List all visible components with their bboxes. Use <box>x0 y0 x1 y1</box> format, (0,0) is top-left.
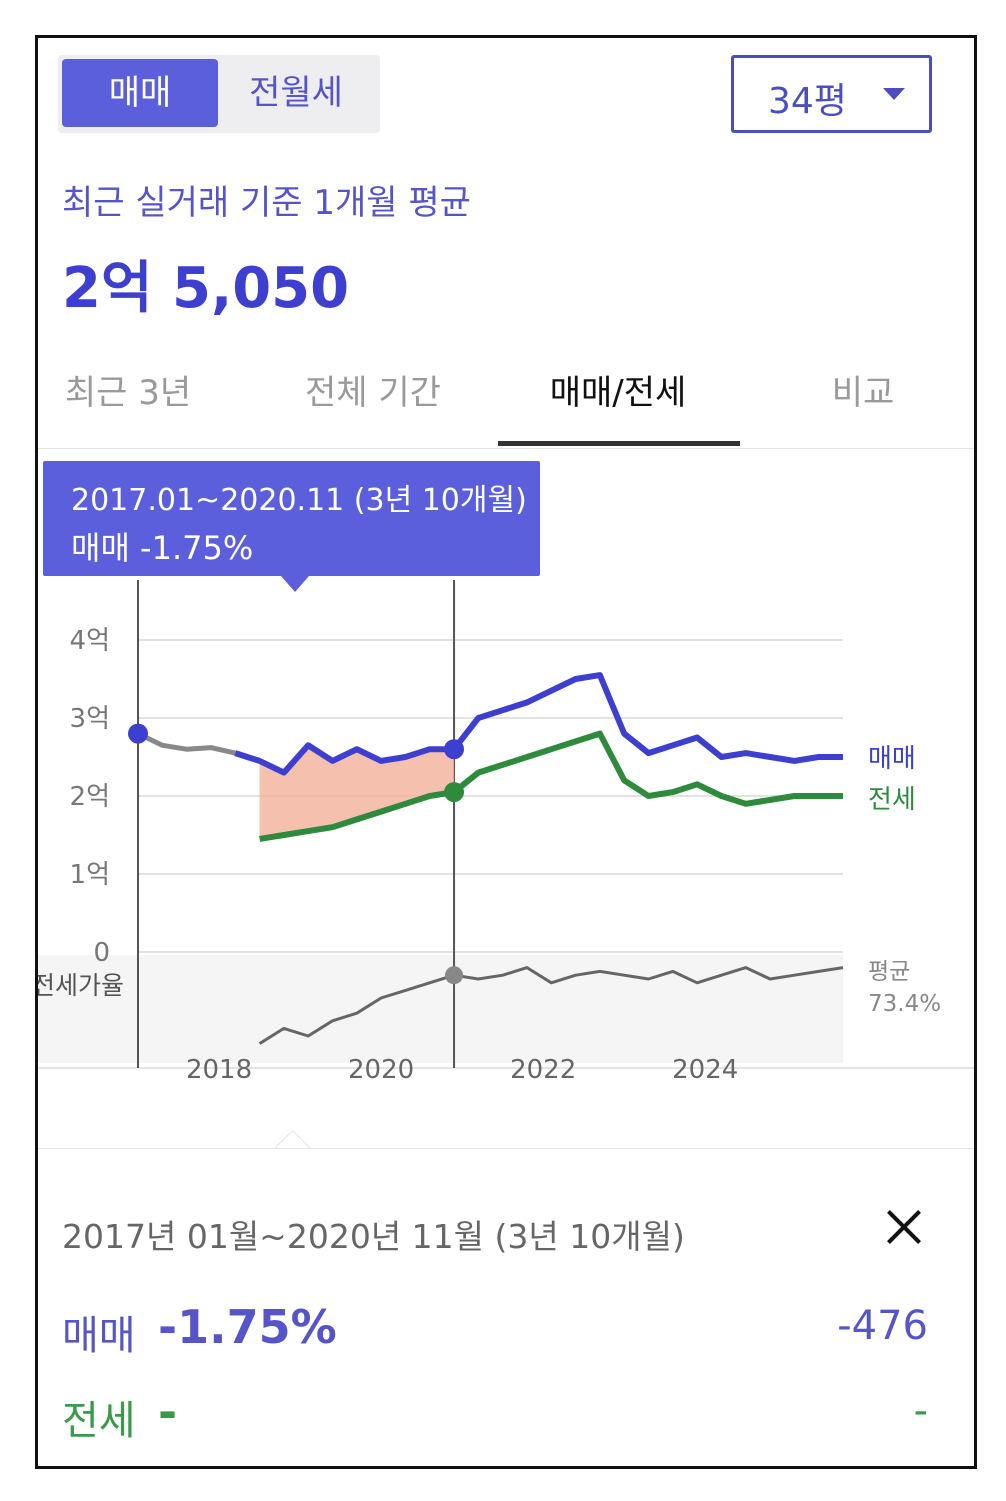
detail-sale-change: -1.75% <box>158 1300 337 1354</box>
selection-end-ratio-point <box>445 966 464 985</box>
size-select-value: 34평 <box>768 81 847 122</box>
average-value: 73.4% <box>868 991 941 1017</box>
detail-separator <box>38 1148 974 1149</box>
size-select[interactable]: 34평 <box>731 55 932 133</box>
range-tooltip: 2017.01~2020.11 (3년 10개월) 매매 -1.75% <box>43 461 540 592</box>
segment-rent[interactable]: 전월세 <box>249 73 343 113</box>
ratio-label: 전세가율 <box>38 971 124 1000</box>
y-tick-label: 0 <box>93 938 110 968</box>
segment-sale[interactable]: 매매 <box>62 59 218 127</box>
y-tick-label: 2억 <box>70 782 110 812</box>
app-frame: 매매 전월세 34평 최근 실거래 기준 1개월 평균 2억 5,050 최근 … <box>35 35 977 1469</box>
tooltip-pointer <box>281 576 309 592</box>
average-price: 2억 5,050 <box>62 256 350 321</box>
series-label-jeonse: 전세 <box>868 785 916 815</box>
ratio-band <box>38 955 843 1063</box>
x-tick-label: 2020 <box>348 1055 414 1085</box>
ratio-line <box>258 966 844 1045</box>
average-label: 평균 <box>868 959 910 985</box>
tab-compare[interactable]: 비교 <box>831 373 895 413</box>
price-caption: 최근 실거래 기준 1개월 평균 <box>62 183 471 223</box>
selection-highlight <box>137 580 456 1068</box>
tooltip-change: 매매 -1.75% <box>71 529 254 567</box>
y-tick-label: 3억 <box>70 704 110 734</box>
tab-all-period[interactable]: 전체 기간 <box>305 373 441 413</box>
detail-jeonse-amount: - <box>913 1388 928 1434</box>
active-tab-indicator <box>498 441 740 446</box>
y-tick-label: 1억 <box>70 860 110 890</box>
y-tick-label: 4억 <box>70 626 110 656</box>
sale-line <box>234 672 843 776</box>
x-tick-label: 2022 <box>510 1055 576 1085</box>
series-label-sale: 매매 <box>868 744 916 774</box>
sale-line-pre <box>136 731 236 756</box>
tab-recent-3y[interactable]: 최근 3년 <box>64 373 192 413</box>
trade-type-toggle: 매매 전월세 <box>58 55 380 133</box>
chart-series <box>128 672 844 1045</box>
caret-down-icon <box>883 88 905 100</box>
close-icon[interactable] <box>884 1207 924 1247</box>
selection-start-point <box>128 723 148 744</box>
tooltip-period: 2017.01~2020.11 (3년 10개월) <box>71 483 527 518</box>
x-tick-label: 2018 <box>186 1055 252 1085</box>
detail-jeonse-label: 전세 <box>62 1398 136 1444</box>
selection-end-jeonse-point <box>444 782 465 803</box>
chart-tabs: 최근 3년 전체 기간 매매/전세 비교 <box>38 353 974 449</box>
detail-period: 2017년 01월~2020년 11월 (3년 10개월) <box>62 1217 685 1256</box>
detail-sale-label: 매매 <box>62 1313 136 1359</box>
gap-area <box>259 745 455 839</box>
x-tick-label: 2024 <box>672 1055 738 1085</box>
jeonse-line <box>259 730 843 842</box>
tab-sale-jeonse[interactable]: 매매/전세 <box>549 373 687 413</box>
detail-sale-amount: -476 <box>837 1303 928 1349</box>
selection-end-sale-point <box>444 739 465 760</box>
detail-jeonse-change: - <box>158 1385 178 1439</box>
